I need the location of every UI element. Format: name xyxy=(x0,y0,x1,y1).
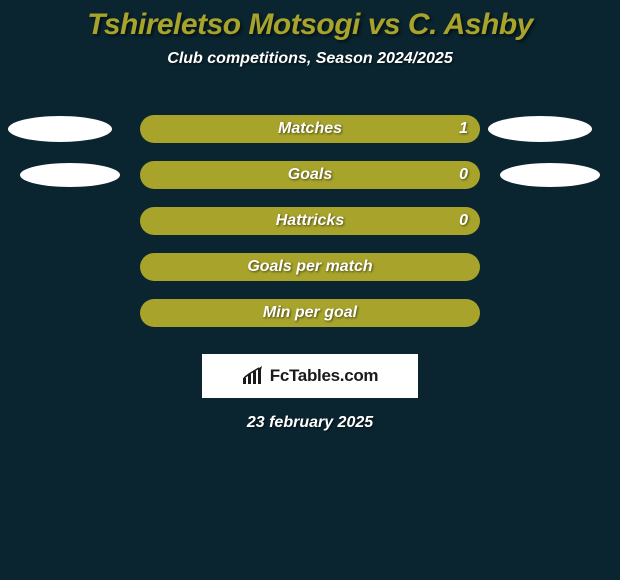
stat-label: Goals xyxy=(288,166,332,184)
page-title: Tshireletso Motsogi vs C. Ashby xyxy=(0,0,620,42)
brand-text: FcTables.com xyxy=(270,366,379,386)
stat-label: Hattricks xyxy=(276,212,344,230)
stat-value: 0 xyxy=(459,212,468,230)
stat-row: Min per goal xyxy=(0,290,620,336)
stat-row: Goals per match xyxy=(0,244,620,290)
stat-row: Matches 1 xyxy=(0,106,620,152)
stat-label: Min per goal xyxy=(263,304,357,322)
stat-bar: Goals 0 xyxy=(140,161,480,189)
stat-bar: Min per goal xyxy=(140,299,480,327)
stat-bar: Matches 1 xyxy=(140,115,480,143)
left-marker xyxy=(8,116,112,142)
left-marker xyxy=(20,163,120,187)
stat-row: Hattricks 0 xyxy=(0,198,620,244)
right-marker xyxy=(488,116,592,142)
brand-badge: FcTables.com xyxy=(202,354,418,398)
stat-row: Goals 0 xyxy=(0,152,620,198)
stat-value: 0 xyxy=(459,166,468,184)
bar-chart-icon xyxy=(242,366,264,386)
stat-value: 1 xyxy=(459,120,468,138)
date-caption: 23 february 2025 xyxy=(0,414,620,432)
page-subtitle: Club competitions, Season 2024/2025 xyxy=(0,50,620,68)
comparison-chart: Matches 1 Goals 0 Hattricks 0 Goals per match M… xyxy=(0,106,620,336)
stat-bar: Hattricks 0 xyxy=(140,207,480,235)
stat-label: Matches xyxy=(278,120,342,138)
right-marker xyxy=(500,163,600,187)
stat-bar: Goals per match xyxy=(140,253,480,281)
stat-label: Goals per match xyxy=(247,258,372,276)
